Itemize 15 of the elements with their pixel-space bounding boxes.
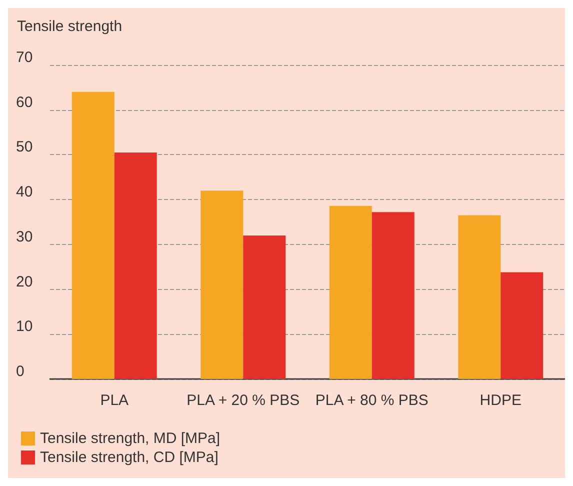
y-tick-label: 0 [16, 363, 24, 380]
legend-label: Tensile strength, CD [MPa] [40, 449, 218, 466]
x-tick-label: HDPE [480, 392, 522, 409]
y-tick-label: 60 [16, 94, 33, 111]
x-tick-label: PLA [100, 392, 129, 409]
y-tick-label: 10 [16, 318, 33, 336]
y-tick-label: 20 [16, 273, 33, 290]
y-tick-label: 50 [16, 138, 33, 156]
y-tick-label: 40 [16, 184, 33, 201]
y-tick-label: 70 [16, 49, 33, 66]
x-tick-label: PLA + 20 % PBS [186, 392, 300, 409]
x-tick-label: PLA + 80 % PBS [315, 392, 428, 409]
legend-label: Tensile strength, MD [MPa] [40, 430, 220, 447]
y-tick-label: 30 [16, 228, 33, 246]
y-axis-title: Tensile strength [17, 18, 122, 35]
